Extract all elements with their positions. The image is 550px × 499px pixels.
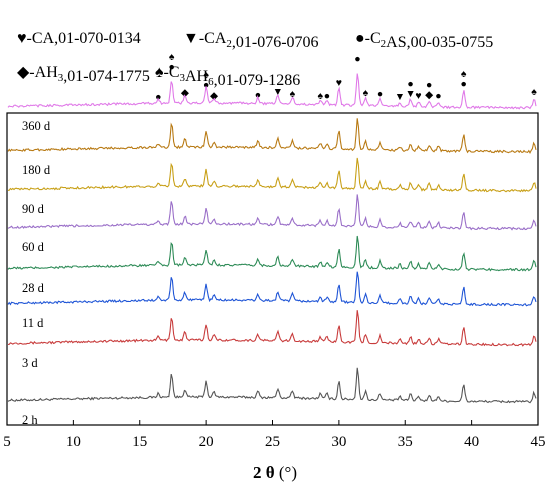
x-axis-label-unit: (°)	[279, 463, 297, 482]
curve-180-d	[7, 118, 537, 154]
x-axis-label: 2 θ (°)	[253, 463, 297, 482]
curve-3-d	[7, 310, 537, 347]
curve-label-11-d: 11 d	[22, 316, 44, 330]
x-tick-label-5: 5	[3, 434, 11, 450]
phase-marker-14: ♠	[363, 88, 369, 99]
phase-marker-12: ♥	[336, 78, 342, 89]
phase-marker-17: ●	[407, 79, 413, 90]
legend-item-1: ▼-CA2,01-076-0706	[183, 30, 319, 51]
plot-frame	[6, 112, 539, 426]
x-tick-label-35: 35	[398, 434, 413, 450]
phase-marker-2: ●	[168, 62, 174, 73]
phase-marker-23: ♠	[461, 69, 467, 80]
curve-label-360-d: 360 d	[22, 119, 51, 133]
phase-marker-22: ●	[435, 91, 441, 102]
x-axis-label-main: 2 θ	[253, 463, 275, 482]
phase-marker-20: ●	[426, 80, 432, 91]
legend: ♥-CA,01-070-0134 ▼-CA2,01-076-0706 ●-C2AS,…	[17, 30, 493, 89]
phase-marker-25: ♠	[531, 87, 537, 98]
x-tick-label-15: 15	[132, 434, 147, 450]
curve-60-d	[7, 194, 537, 231]
phase-marker-5: ●	[203, 80, 209, 91]
phase-marker-8: ▼	[273, 87, 283, 98]
curve-28-d	[7, 235, 537, 272]
phase-marker-24: ●	[460, 79, 466, 90]
phase-marker-6: ◆	[210, 91, 219, 102]
x-tick-label-20: 20	[199, 434, 214, 450]
phase-marker-4: ♠	[203, 70, 209, 81]
legend-item-0: ♥-CA,01-070-0134	[17, 30, 141, 47]
phase-marker-9: ♠	[290, 89, 296, 100]
legend-item-4: ♠-C3AH6,01-079-1286	[155, 64, 300, 89]
x-tick-label-30: 30	[331, 434, 346, 450]
xrd-curves	[7, 73, 537, 404]
curve-360-d	[7, 73, 537, 110]
curve-90-d	[7, 157, 537, 193]
phase-marker-15: ●	[377, 89, 383, 100]
phase-marker-21: ◆	[425, 90, 434, 101]
curve-2-h	[7, 367, 537, 404]
phase-marker-10: ♠	[318, 91, 324, 102]
x-tick-label-45: 45	[531, 434, 546, 450]
phase-marker-7: ●	[255, 90, 261, 101]
x-axis-ticks: 5 10 15 20 25 30 35 40 45	[3, 420, 546, 450]
curve-label-28-d: 28 d	[22, 281, 45, 295]
phase-marker-16: ▼	[395, 92, 405, 103]
x-tick-label-25: 25	[265, 434, 280, 450]
curve-label-180-d: 180 d	[22, 163, 51, 177]
phase-marker-13: ●	[354, 54, 360, 65]
phase-marker-19: ♥	[415, 91, 421, 102]
curve-label-60-d: 60 d	[22, 240, 45, 254]
x-tick-label-10: 10	[66, 434, 81, 450]
phase-marker-18: ▼	[405, 89, 415, 100]
x-tick-label-40: 40	[464, 434, 479, 450]
phase-marker-3: ◆	[181, 88, 190, 99]
curve-label-90-d: 90 d	[22, 202, 45, 216]
curve-labels: 2 h 3 d 11 d 28 d 60 d 90 d 180 d 360 d	[22, 119, 51, 427]
phase-marker-1: ♠	[169, 52, 175, 63]
legend-item-2: ●-C2AS,00-035-0755	[355, 30, 493, 51]
legend-item-3: ◆-AH3,01-074-1775	[17, 64, 150, 85]
phase-marker-0: ●	[155, 92, 161, 103]
phase-marker-11: ●	[324, 91, 330, 102]
curve-11-d	[7, 271, 537, 307]
curve-label-2-h: 2 h	[22, 413, 38, 427]
phase-markers: ●♠●◆♠●◆ ● ▼ ♠ ♠ ●♥●♠ ● ▼●▼ ♥●◆ ●♠●♠	[155, 52, 537, 103]
curve-label-3-d: 3 d	[22, 356, 38, 370]
